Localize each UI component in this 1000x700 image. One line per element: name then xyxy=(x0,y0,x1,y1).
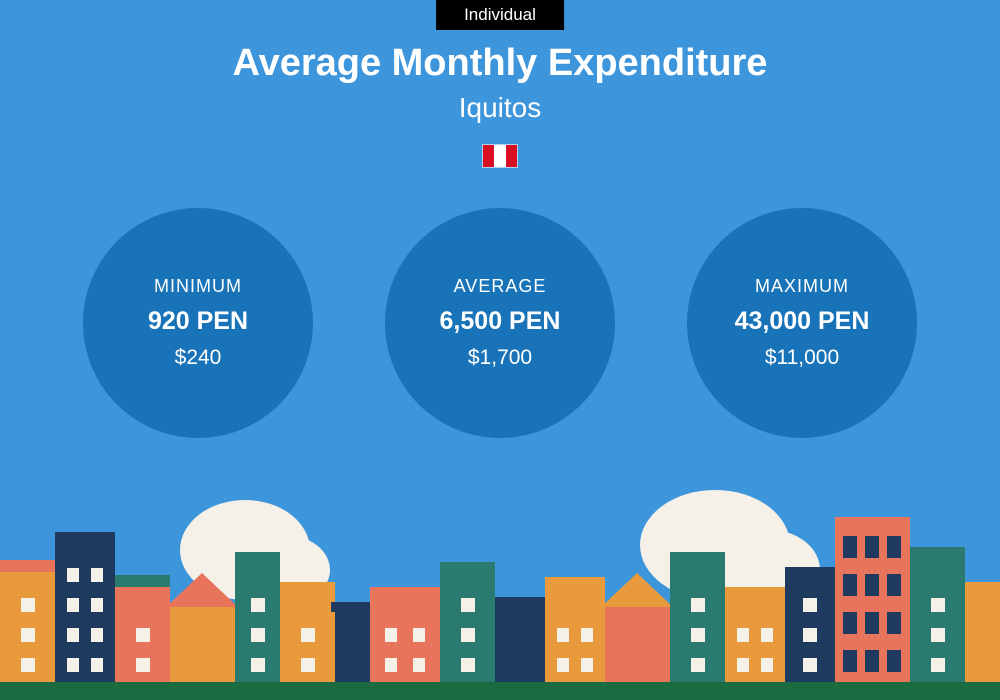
window-shape xyxy=(91,628,103,642)
window-shape xyxy=(691,598,705,612)
flag-stripe xyxy=(506,145,517,167)
badge-text: Individual xyxy=(464,5,536,24)
building-shape xyxy=(335,612,370,682)
window-shape xyxy=(21,658,35,672)
building-shape xyxy=(545,577,605,682)
chimney-cap xyxy=(331,602,374,612)
window-shape xyxy=(301,658,315,672)
flag-stripe xyxy=(494,145,505,167)
stat-amount: 6,500 PEN xyxy=(440,307,561,336)
window-shape xyxy=(413,658,425,672)
window-shape xyxy=(91,658,103,672)
window-shape xyxy=(887,612,901,634)
stat-label: MINIMUM xyxy=(154,276,242,297)
roof-shape xyxy=(115,575,170,587)
stat-usd: $11,000 xyxy=(765,346,839,370)
stat-label: AVERAGE xyxy=(454,276,547,297)
cityscape-illustration xyxy=(0,480,1000,700)
stat-amount: 43,000 PEN xyxy=(735,307,870,336)
stat-circles-row: MINIMUM 920 PEN $240 AVERAGE 6,500 PEN $… xyxy=(0,208,1000,438)
window-shape xyxy=(301,628,315,642)
window-shape xyxy=(385,658,397,672)
window-shape xyxy=(251,628,265,642)
window-shape xyxy=(843,574,857,596)
building-shape xyxy=(55,532,115,682)
window-shape xyxy=(843,536,857,558)
building-shape xyxy=(725,587,785,682)
window-shape xyxy=(887,536,901,558)
stat-usd: $240 xyxy=(175,346,222,370)
window-shape xyxy=(136,628,150,642)
window-shape xyxy=(691,628,705,642)
window-shape xyxy=(843,612,857,634)
window-shape xyxy=(136,658,150,672)
window-shape xyxy=(737,658,749,672)
category-badge: Individual xyxy=(436,0,564,30)
roof-shape xyxy=(601,573,673,607)
window-shape xyxy=(581,658,593,672)
window-shape xyxy=(887,574,901,596)
window-shape xyxy=(413,628,425,642)
window-shape xyxy=(843,650,857,672)
window-shape xyxy=(67,598,79,612)
window-shape xyxy=(21,598,35,612)
window-shape xyxy=(67,568,79,582)
window-shape xyxy=(557,658,569,672)
window-shape xyxy=(21,628,35,642)
window-shape xyxy=(91,568,103,582)
window-shape xyxy=(91,598,103,612)
building-shape xyxy=(605,607,670,682)
window-shape xyxy=(931,598,945,612)
window-shape xyxy=(251,658,265,672)
window-shape xyxy=(803,628,817,642)
window-shape xyxy=(251,598,265,612)
flag-stripe xyxy=(483,145,494,167)
stat-circle-average: AVERAGE 6,500 PEN $1,700 xyxy=(385,208,615,438)
ground-strip xyxy=(0,682,1000,700)
roof-shape xyxy=(166,573,238,607)
building-shape xyxy=(370,587,440,682)
main-title: Average Monthly Expenditure xyxy=(0,42,1000,85)
window-shape xyxy=(761,658,773,672)
building-shape xyxy=(170,607,235,682)
window-shape xyxy=(865,536,879,558)
window-shape xyxy=(761,628,773,642)
window-shape xyxy=(803,598,817,612)
window-shape xyxy=(691,658,705,672)
window-shape xyxy=(865,574,879,596)
window-shape xyxy=(865,650,879,672)
window-shape xyxy=(385,628,397,642)
building-shape xyxy=(495,597,545,682)
window-shape xyxy=(557,628,569,642)
roof-shape xyxy=(0,560,55,572)
peru-flag-icon xyxy=(482,144,518,168)
window-shape xyxy=(67,628,79,642)
infographic-canvas: Individual Average Monthly Expenditure I… xyxy=(0,0,1000,700)
window-shape xyxy=(803,658,817,672)
stat-circle-minimum: MINIMUM 920 PEN $240 xyxy=(83,208,313,438)
window-shape xyxy=(865,612,879,634)
window-shape xyxy=(581,628,593,642)
stat-label: MAXIMUM xyxy=(755,276,849,297)
window-shape xyxy=(461,598,475,612)
window-shape xyxy=(737,628,749,642)
stat-usd: $1,700 xyxy=(468,346,532,370)
stat-amount: 920 PEN xyxy=(148,307,248,336)
building-shape xyxy=(965,582,1000,682)
window-shape xyxy=(461,658,475,672)
window-shape xyxy=(931,658,945,672)
window-shape xyxy=(461,628,475,642)
stat-circle-maximum: MAXIMUM 43,000 PEN $11,000 xyxy=(687,208,917,438)
window-shape xyxy=(67,658,79,672)
window-shape xyxy=(887,650,901,672)
city-subtitle: Iquitos xyxy=(0,92,1000,124)
window-shape xyxy=(931,628,945,642)
